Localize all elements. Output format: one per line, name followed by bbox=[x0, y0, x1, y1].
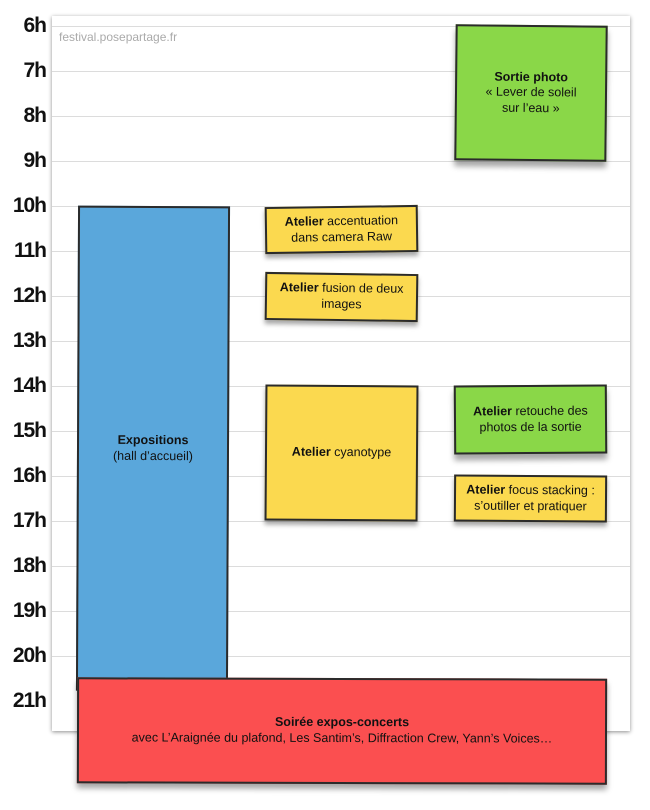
event-atelier-retouche: Atelier retouche des photos de la sortie bbox=[453, 384, 608, 455]
hour-gridline bbox=[52, 26, 630, 27]
hour-label: 14h bbox=[12, 374, 47, 397]
hour-label: 11h bbox=[13, 239, 47, 262]
hour-label: 7h bbox=[23, 59, 47, 82]
hour-label: 15h bbox=[12, 419, 47, 442]
event-atelier-camera-raw-line2: dans camera Raw bbox=[291, 228, 393, 245]
event-atelier-camera-raw: Atelier accentuation dans camera Raw bbox=[264, 204, 419, 255]
event-atelier-cyanotype: Atelier cyanotype bbox=[264, 384, 419, 522]
event-atelier-focus-line1: focus stacking : bbox=[505, 482, 595, 498]
event-atelier-camera-raw-line1: accentuation bbox=[323, 213, 399, 229]
event-expositions-subtitle: (hall d’accueil) bbox=[112, 448, 193, 463]
event-atelier-retouche-line1: retouche des bbox=[511, 403, 588, 419]
event-expositions-title: Expositions bbox=[117, 432, 189, 448]
hour-gridline bbox=[52, 71, 630, 72]
hour-gridline bbox=[52, 521, 630, 522]
event-sortie-photo-line1: « Lever de soleil bbox=[485, 84, 577, 100]
hour-gridline bbox=[52, 656, 630, 657]
event-atelier-retouche-title: Atelier bbox=[473, 404, 513, 419]
event-sortie-photo-title: Sortie photo bbox=[494, 69, 569, 84]
event-soiree: Soirée expos-concerts avec L’Araignée du… bbox=[76, 677, 608, 785]
event-soiree-subtitle: avec L’Araignée du plafond, Les Santim’s… bbox=[131, 730, 553, 746]
hour-label: 8h bbox=[23, 104, 47, 127]
hour-label: 10h bbox=[12, 194, 47, 217]
hour-gridline bbox=[52, 116, 630, 117]
hour-label: 20h bbox=[12, 644, 47, 667]
event-atelier-fusion: Atelier fusion de deux images bbox=[264, 271, 419, 323]
event-atelier-retouche-line2: photos de la sortie bbox=[479, 419, 582, 434]
hour-label: 16h bbox=[12, 464, 47, 487]
event-atelier-focus: Atelier focus stacking : s’outiller et p… bbox=[453, 474, 608, 523]
hour-label: 9h bbox=[23, 149, 47, 172]
event-atelier-cyanotype-title: Atelier bbox=[291, 444, 331, 460]
hour-label: 19h bbox=[12, 599, 47, 622]
event-sortie-photo: Sortie photo « Lever de soleil sur l’eau… bbox=[454, 24, 608, 162]
hour-gridline bbox=[52, 341, 630, 342]
event-soiree-title: Soirée expos-concerts bbox=[274, 715, 410, 730]
hour-gridline bbox=[52, 611, 630, 612]
event-expositions: Expositions (hall d’accueil) bbox=[75, 205, 231, 692]
hour-label: 21h bbox=[12, 689, 47, 712]
event-atelier-camera-raw-title: Atelier bbox=[284, 214, 324, 229]
hour-label: 18h bbox=[12, 554, 47, 577]
event-atelier-fusion-title: Atelier bbox=[279, 280, 319, 296]
event-atelier-cyanotype-line1: cyanotype bbox=[330, 445, 392, 460]
hour-gridline bbox=[52, 161, 630, 162]
hour-label: 6h bbox=[23, 14, 47, 37]
event-atelier-focus-title: Atelier bbox=[466, 482, 506, 497]
watermark: festival.posepartage.fr bbox=[59, 30, 178, 44]
event-atelier-fusion-line2: images bbox=[321, 296, 362, 312]
event-atelier-fusion-line1: fusion de deux bbox=[318, 281, 404, 297]
event-sortie-photo-line2: sur l’eau » bbox=[501, 100, 560, 116]
event-atelier-focus-line2: s’outiller et pratiquer bbox=[474, 498, 587, 513]
hour-gridline bbox=[52, 566, 630, 567]
hour-label: 12h bbox=[12, 284, 47, 307]
hour-label: 17h bbox=[12, 509, 47, 532]
hour-label: 13h bbox=[12, 329, 47, 352]
